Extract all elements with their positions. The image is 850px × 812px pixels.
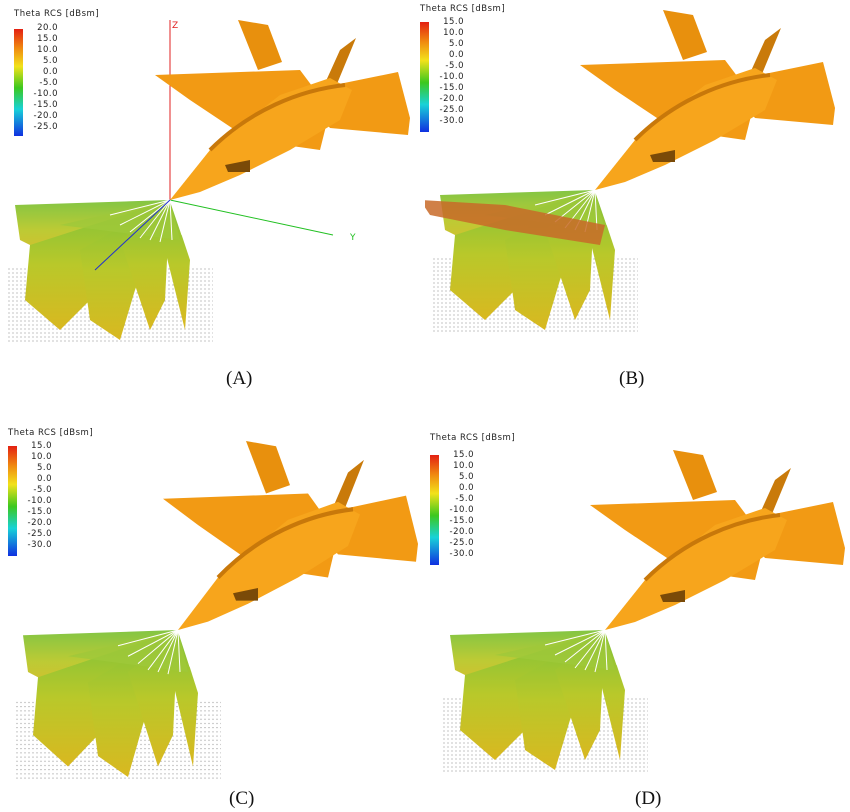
legend-tick: 5.0 bbox=[42, 56, 58, 66]
legend-tick: 0.0 bbox=[458, 483, 474, 493]
colorbar bbox=[8, 446, 17, 556]
legend-tick: -30.0 bbox=[27, 540, 52, 550]
color-legend: Theta RCS [dBsm] 15.0 10.0 5.0 0.0 -5.0 … bbox=[430, 433, 516, 565]
legend-tick: 15.0 bbox=[37, 34, 58, 44]
legend-tick: 0.0 bbox=[448, 50, 464, 60]
colorbar bbox=[430, 455, 439, 565]
colorbar bbox=[14, 29, 23, 136]
legend-tick: -10.0 bbox=[439, 72, 464, 82]
legend-tick: -20.0 bbox=[449, 527, 474, 537]
legend-title: Theta RCS [dBsm] bbox=[14, 9, 100, 19]
legend-tick: -5.0 bbox=[445, 61, 464, 71]
legend-tick: -20.0 bbox=[27, 518, 52, 528]
legend-tick: -25.0 bbox=[439, 105, 464, 115]
radiation-pattern bbox=[7, 199, 214, 344]
rcs-scene-a: Z Y bbox=[7, 18, 412, 344]
legend-tick: -15.0 bbox=[27, 507, 52, 517]
legend-tick: -25.0 bbox=[27, 529, 52, 539]
legend-tick: -10.0 bbox=[27, 496, 52, 506]
legend-tick: -15.0 bbox=[33, 100, 58, 110]
aircraft-model bbox=[153, 18, 412, 202]
caption: (C) bbox=[229, 788, 255, 809]
legend-tick: 5.0 bbox=[448, 39, 464, 49]
x-axis bbox=[94, 199, 171, 271]
aircraft-model bbox=[588, 448, 847, 632]
legend-tick: -5.0 bbox=[39, 78, 58, 88]
legend-tick: -25.0 bbox=[33, 122, 58, 132]
legend-tick: -15.0 bbox=[439, 83, 464, 93]
caption: (A) bbox=[226, 368, 253, 389]
y-axis bbox=[169, 199, 334, 236]
legend-tick: -20.0 bbox=[33, 111, 58, 121]
legend-tick: -15.0 bbox=[449, 516, 474, 526]
legend-tick: -10.0 bbox=[33, 89, 58, 99]
legend-title: Theta RCS [dBsm] bbox=[430, 433, 516, 443]
legend-tick: 0.0 bbox=[42, 67, 58, 77]
aircraft-model bbox=[578, 8, 837, 192]
legend-tick: 15.0 bbox=[453, 450, 474, 460]
rcs-scene-d bbox=[442, 448, 847, 774]
radiation-pattern bbox=[442, 629, 649, 774]
legend-tick: -30.0 bbox=[439, 116, 464, 126]
colorbar bbox=[420, 22, 429, 132]
legend-tick: 10.0 bbox=[37, 45, 58, 55]
aircraft-model bbox=[163, 441, 418, 630]
legend-tick: 10.0 bbox=[443, 28, 464, 38]
legend-title: Theta RCS [dBsm] bbox=[8, 428, 94, 438]
legend-tick: 10.0 bbox=[31, 452, 52, 462]
y-axis-label: Y bbox=[349, 233, 356, 243]
color-legend: Theta RCS [dBsm] 15.0 10.0 5.0 0.0 -5.0 … bbox=[420, 4, 506, 132]
legend-tick: -10.0 bbox=[449, 505, 474, 515]
legend-tick: 0.0 bbox=[36, 474, 52, 484]
legend-tick: -20.0 bbox=[439, 94, 464, 104]
radiation-pattern bbox=[15, 629, 222, 781]
legend-tick: 15.0 bbox=[31, 441, 52, 451]
rcs-scene-b bbox=[425, 8, 837, 334]
color-legend: Theta RCS [dBsm] 20.0 15.0 10.0 5.0 0.0 … bbox=[14, 9, 100, 136]
legend-tick: -25.0 bbox=[449, 538, 474, 548]
legend-tick: 5.0 bbox=[458, 472, 474, 482]
legend-tick: -5.0 bbox=[455, 494, 474, 504]
caption: (B) bbox=[619, 368, 645, 389]
legend-tick: -5.0 bbox=[33, 485, 52, 495]
legend-tick: -30.0 bbox=[449, 549, 474, 559]
legend-tick: 10.0 bbox=[453, 461, 474, 471]
panel-d: Theta RCS [dBsm] 15.0 10.0 5.0 0.0 -5.0 … bbox=[425, 406, 850, 812]
panel-b: Theta RCS [dBsm] 15.0 10.0 5.0 0.0 -5.0 … bbox=[420, 0, 850, 406]
rcs-scene-c bbox=[15, 406, 425, 781]
legend-tick: 5.0 bbox=[36, 463, 52, 473]
panel-c: Theta RCS [dBsm] 15.0 10.0 5.0 0.0 -5.0 … bbox=[0, 406, 425, 812]
high-rcs-lobe bbox=[425, 200, 605, 245]
z-axis-label: Z bbox=[172, 21, 178, 31]
legend-tick: 20.0 bbox=[37, 23, 58, 33]
panel-a: Z Y Theta RCS [dBsm] 20.0 15.0 10.0 5.0 … bbox=[0, 0, 425, 406]
color-legend: Theta RCS [dBsm] 15.0 10.0 5.0 0.0 -5.0 … bbox=[8, 428, 94, 556]
caption: (D) bbox=[635, 788, 662, 809]
legend-title: Theta RCS [dBsm] bbox=[420, 4, 506, 14]
legend-tick: 15.0 bbox=[443, 17, 464, 27]
